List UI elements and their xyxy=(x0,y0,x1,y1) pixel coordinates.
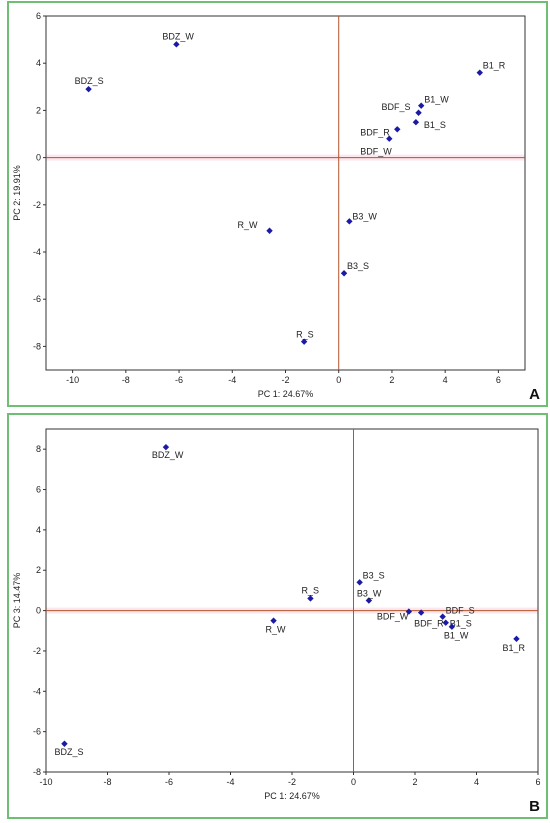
data-point xyxy=(394,126,401,133)
data-point xyxy=(415,109,422,116)
point-label: B1_R xyxy=(502,643,525,653)
panel-b: B xyxy=(7,413,548,819)
panel-a: A xyxy=(7,1,548,407)
data-point xyxy=(365,597,373,604)
y-tick-label: 4 xyxy=(36,525,41,535)
point-label: BDZ_S xyxy=(75,76,104,86)
data-point xyxy=(418,102,425,109)
point-label: BDZ_W xyxy=(152,450,184,460)
y-tick-label: 2 xyxy=(36,565,41,575)
point-label: BDZ_W xyxy=(162,31,194,41)
x-tick-label: -6 xyxy=(165,777,173,787)
data-point xyxy=(476,69,483,76)
x-tick-label: -10 xyxy=(66,375,79,385)
point-label: B1_W xyxy=(444,631,469,641)
point-label: BDF_S xyxy=(382,102,411,112)
y-tick-label: 4 xyxy=(36,58,41,68)
data-point xyxy=(346,218,353,225)
x-tick-label: 0 xyxy=(336,375,341,385)
point-label: BDF_W xyxy=(377,612,409,622)
point-label: BDF_S xyxy=(446,606,475,616)
point-label: R_W xyxy=(238,220,259,230)
y-tick-label: 0 xyxy=(36,606,41,616)
plot-frame xyxy=(45,15,526,371)
data-point xyxy=(439,613,446,620)
x-tick-label: 2 xyxy=(389,375,394,385)
data-point xyxy=(405,608,413,615)
y-tick-label: -2 xyxy=(33,646,41,656)
y-tick-label: 2 xyxy=(36,105,41,115)
y-axis-label: PC 3: 14.47% xyxy=(12,573,22,629)
y-tick-label: -4 xyxy=(33,247,41,257)
data-point xyxy=(356,579,363,586)
data-point xyxy=(386,135,393,142)
point-label: B3_W xyxy=(357,589,382,599)
data-point xyxy=(442,619,449,626)
point-label: BDF_W xyxy=(360,147,392,157)
x-tick-label: -10 xyxy=(39,777,52,787)
y-tick-label: 8 xyxy=(36,444,41,454)
y-axis-label: PC 2: 19.91% xyxy=(12,165,22,221)
x-tick-label: 0 xyxy=(351,777,356,787)
y-tick-label: 0 xyxy=(36,153,41,163)
plot-a: -10 -8 -6 -4 -2 0 2 4 6 -8 -6 -4 -2 0 2 4 6 PC 1: 24.67% P… xyxy=(12,11,526,399)
data-point xyxy=(300,338,308,345)
data-point xyxy=(85,85,92,93)
data-point xyxy=(270,617,277,624)
point-label: B1_R xyxy=(483,61,506,71)
point-label: BDF_R xyxy=(414,619,444,629)
y-tick-label: -8 xyxy=(33,341,41,351)
point-label: R_S xyxy=(296,330,314,340)
data-point xyxy=(173,41,180,48)
plot-frame xyxy=(45,428,539,773)
x-tick-label: -2 xyxy=(281,375,289,385)
data-point xyxy=(307,595,314,602)
data-point xyxy=(266,227,273,234)
x-tick-label: -8 xyxy=(103,777,111,787)
point-label: B1_S xyxy=(424,120,446,130)
x-tick-label: 4 xyxy=(474,777,479,787)
x-axis-label: PC 1: 24.67% xyxy=(258,389,314,399)
panel-letter: A xyxy=(529,386,540,403)
x-tick-label: 2 xyxy=(412,777,417,787)
x-axis-label: PC 1: 24.67% xyxy=(264,791,320,801)
point-label: B1_S xyxy=(450,619,472,629)
x-tick-label: 6 xyxy=(535,777,540,787)
x-tick-label: -4 xyxy=(226,777,234,787)
point-label: B3_S xyxy=(347,261,369,271)
x-tick-label: -4 xyxy=(228,375,236,385)
y-tick-label: -2 xyxy=(33,200,41,210)
y-tick-label: 6 xyxy=(36,485,41,495)
point-label: R_S xyxy=(301,585,319,595)
x-tick-label: 4 xyxy=(443,375,448,385)
point-label: R_W xyxy=(266,625,287,635)
y-tick-label: -6 xyxy=(33,727,41,737)
data-point xyxy=(448,623,456,630)
x-tick-label: -8 xyxy=(122,375,130,385)
panel-letter: B xyxy=(529,798,540,815)
point-label: B3_W xyxy=(352,211,377,221)
x-tick-label: -2 xyxy=(288,777,296,787)
y-tick-label: -6 xyxy=(33,294,41,304)
data-point xyxy=(417,609,425,616)
y-tick-label: -8 xyxy=(33,767,41,777)
data-point xyxy=(513,635,520,643)
data-point xyxy=(340,270,348,277)
point-label: BDZ_S xyxy=(54,747,83,757)
y-tick-label: -4 xyxy=(33,686,41,696)
x-tick-label: 6 xyxy=(496,375,501,385)
x-tick-label: -6 xyxy=(175,375,183,385)
data-point xyxy=(412,119,420,126)
point-label: B3_S xyxy=(363,570,385,580)
data-point xyxy=(162,443,170,451)
y-tick-label: 6 xyxy=(36,11,41,21)
point-label: BDF_R xyxy=(360,127,390,137)
data-point xyxy=(61,740,68,747)
point-label: B1_W xyxy=(424,95,449,105)
